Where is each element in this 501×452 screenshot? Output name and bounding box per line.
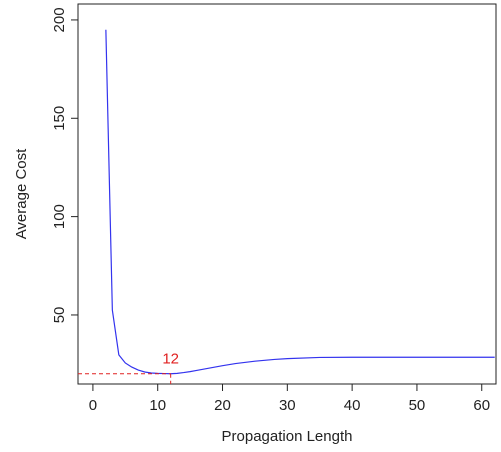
- line-series: [105, 29, 495, 375]
- y-tick-label: 50: [51, 307, 68, 324]
- x-tick-label: 0: [89, 397, 97, 414]
- x-tick-label: 30: [279, 397, 296, 414]
- annotation-label: 12: [162, 351, 179, 368]
- x-tick-label: 20: [214, 397, 231, 414]
- x-tick-label: 60: [473, 397, 490, 414]
- x-tick-label: 40: [344, 397, 361, 414]
- x-tick-label: 10: [149, 397, 166, 414]
- y-tick-label: 150: [51, 106, 68, 131]
- x-tick-label: 50: [409, 397, 426, 414]
- x-axis-label: Propagation Length: [222, 428, 353, 445]
- plot-frame: [77, 3, 497, 385]
- y-tick-label: 100: [51, 204, 68, 229]
- y-tick-label: 200: [51, 7, 68, 32]
- y-axis-label: Average Cost: [13, 148, 30, 239]
